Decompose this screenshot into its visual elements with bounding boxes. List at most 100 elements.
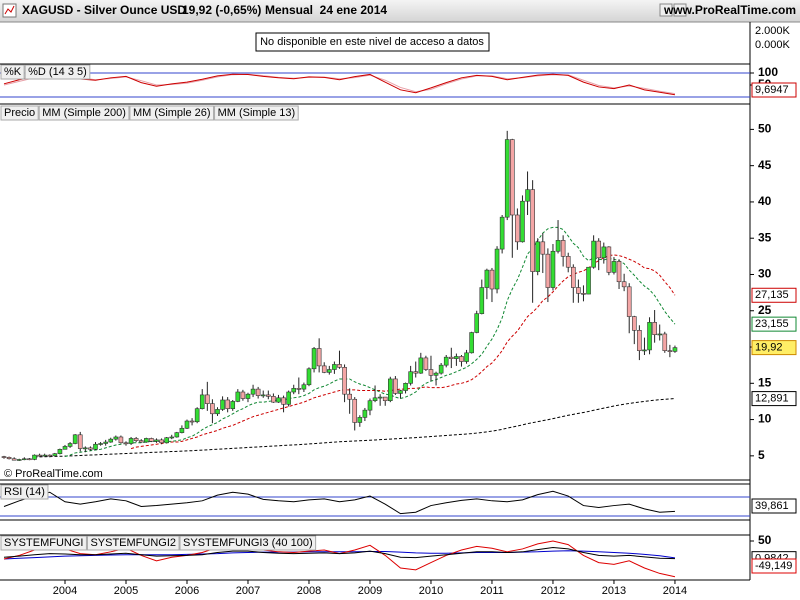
candle-body — [22, 458, 27, 461]
last-value-box — [751, 340, 797, 356]
candle-body — [306, 368, 312, 386]
x-tick-label: 2006 — [175, 585, 199, 597]
x-tick-label: 2007 — [236, 585, 260, 597]
candle-body — [601, 246, 607, 259]
series-line — [3, 490, 675, 515]
candle-body — [144, 438, 149, 443]
candle-body — [113, 436, 119, 440]
menu-icon-glyph — [4, 5, 15, 15]
candle-body — [311, 348, 317, 370]
candle-body — [413, 371, 419, 374]
candle-body — [57, 449, 63, 454]
header-bar — [0, 0, 800, 22]
candle-body — [230, 401, 236, 409]
x-tick-label: 2013 — [602, 585, 626, 597]
candle-body — [530, 189, 535, 272]
candle-body — [388, 378, 393, 402]
candle-body — [443, 356, 449, 366]
y-tick-label: 50 — [758, 122, 772, 136]
candle-body — [225, 399, 230, 409]
candle-body — [88, 447, 93, 450]
candle-body — [372, 397, 378, 402]
candle-body — [652, 322, 657, 335]
last-value-box — [751, 316, 797, 332]
candle-body — [662, 333, 668, 351]
candle-body — [438, 364, 444, 374]
series-line — [64, 226, 676, 458]
volume-axis-label: 2.000K — [755, 25, 791, 37]
candle-body — [454, 356, 459, 359]
legend-box — [0, 105, 39, 121]
legend-label: SYSTEMFUNGI2 — [90, 537, 176, 549]
y-tick-label: 50 — [758, 533, 772, 547]
candle-body — [494, 248, 500, 290]
legend-box — [38, 105, 130, 121]
candle-body — [72, 434, 78, 444]
candle-body — [367, 400, 373, 411]
last-value-label: 27,135 — [755, 289, 789, 301]
candle-body — [123, 442, 129, 445]
candle-body — [179, 427, 185, 433]
candle-body — [560, 240, 566, 257]
y-tick-label: 40 — [758, 194, 772, 208]
y-tick-label: 35 — [758, 230, 772, 244]
candle-body — [586, 266, 591, 295]
period: Mensual 24 ene 2014 — [265, 3, 387, 17]
candle-body — [362, 409, 368, 418]
candle-body — [154, 439, 159, 442]
y-tick-label: 5 — [758, 448, 765, 462]
candle-body — [260, 394, 266, 397]
x-tick-label: 2012 — [541, 585, 565, 597]
legend-label: Precio — [4, 107, 35, 119]
legend-box — [214, 105, 299, 121]
series-line — [3, 73, 676, 96]
window-button[interactable] — [659, 3, 673, 17]
symbol: XAGUSD - Silver Ounce USD — [22, 3, 186, 17]
x-tick-label: 2010 — [419, 585, 443, 597]
legend-label: SYSTEMFUNGI — [4, 537, 83, 549]
candle-body — [108, 438, 114, 443]
candle-body — [235, 391, 241, 402]
last-value-label: 23,155 — [755, 318, 789, 330]
candle-body — [611, 261, 617, 273]
window-button[interactable] — [673, 3, 687, 17]
candle-body — [77, 434, 83, 449]
candle-body — [535, 241, 541, 272]
candle-body — [316, 348, 322, 367]
candle-body — [327, 369, 332, 373]
last-value-box — [751, 82, 797, 98]
legend-label: MM (Simple 13) — [218, 107, 296, 119]
candle-body — [159, 439, 164, 444]
series-line — [3, 546, 675, 560]
legend-box — [0, 535, 87, 551]
candle-body — [271, 396, 276, 403]
y-tick-label: 10 — [758, 412, 772, 426]
legend-box — [0, 64, 25, 80]
y-tick-label: 15 — [758, 375, 772, 389]
candle-body — [118, 436, 124, 444]
legend-label: MM (Simple 26) — [133, 107, 211, 119]
notice: No disponible en este nivel de acceso a … — [260, 36, 484, 48]
candle-body — [164, 437, 169, 444]
candle-body — [418, 357, 424, 374]
candle-body — [32, 454, 37, 460]
candle-body — [98, 443, 103, 445]
candle-body — [576, 287, 581, 294]
candle-body — [199, 394, 205, 409]
candle-body — [149, 438, 154, 442]
quote: 19,92 (-0,65%) — [182, 3, 261, 17]
candle-body — [296, 388, 302, 390]
candle-body — [667, 350, 673, 352]
legend-label: %K — [4, 66, 22, 78]
candle-body — [520, 200, 525, 243]
candle-body — [591, 240, 596, 268]
y-tick-label: 25 — [758, 303, 772, 317]
candle-body — [423, 357, 429, 370]
site: www.ProRealTime.com — [663, 3, 796, 17]
candle-body — [210, 403, 215, 415]
legend-box — [24, 64, 91, 80]
candle-body — [83, 447, 88, 450]
candle-body — [255, 388, 261, 396]
candle-body — [428, 369, 434, 376]
